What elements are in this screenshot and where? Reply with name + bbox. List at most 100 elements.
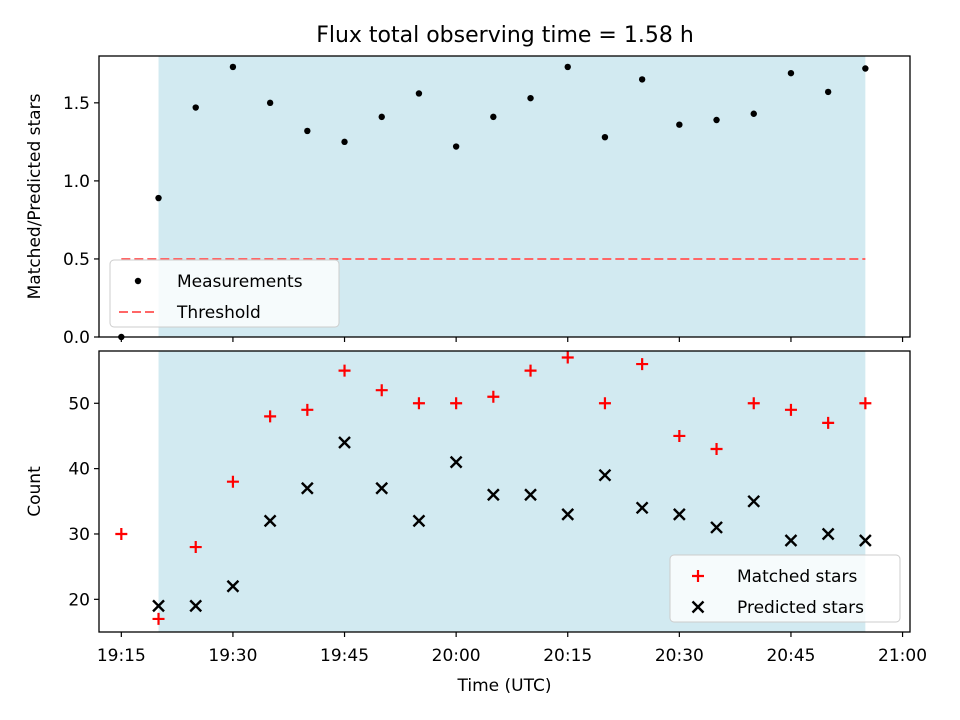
data-point <box>821 527 835 541</box>
legend-marker <box>692 570 704 582</box>
y-tick-label: 0.0 <box>63 328 90 348</box>
data-point <box>824 88 832 96</box>
data-point <box>264 410 277 423</box>
data-point <box>784 403 797 416</box>
data-point <box>862 65 869 72</box>
data-point <box>226 475 239 488</box>
x-tick-label: 20:00 <box>432 646 481 666</box>
data-point <box>189 599 203 613</box>
x-tick-label: 20:45 <box>766 646 815 666</box>
data-point <box>787 69 795 77</box>
data-point <box>561 351 574 364</box>
data-point <box>263 514 277 528</box>
y-tick-label: 30 <box>68 525 90 545</box>
x-tick-label: 21:00 <box>878 646 927 666</box>
axes-frame <box>98 350 911 633</box>
data-point <box>601 133 609 141</box>
data-point <box>192 104 199 111</box>
data-point <box>155 194 162 202</box>
data-point <box>378 113 385 121</box>
data-point <box>561 508 575 521</box>
data-point <box>412 397 425 410</box>
data-point <box>486 488 500 502</box>
data-point <box>636 358 649 371</box>
data-point <box>338 364 351 377</box>
y-tick-label: 1.5 <box>63 94 90 114</box>
data-point <box>822 416 835 429</box>
data-point <box>747 397 760 410</box>
data-point <box>301 403 314 416</box>
data-point <box>784 534 798 547</box>
data-point <box>524 488 537 502</box>
legend: Matched stars Predicted stars <box>669 554 901 623</box>
data-point <box>189 541 202 554</box>
data-point <box>638 76 646 83</box>
legend-label: Measurements <box>177 272 303 292</box>
data-point <box>747 494 761 508</box>
legend-box <box>109 259 340 328</box>
y-axis-label: Count <box>25 466 45 517</box>
series-layer <box>115 351 872 625</box>
data-point <box>713 116 720 124</box>
data-point <box>449 455 463 469</box>
data-point <box>450 397 463 410</box>
data-point <box>598 397 611 410</box>
data-point <box>375 384 388 397</box>
ratio-panel: 0.0 0.5 1.0 1.5 Matched/Predicted stars Measu… <box>25 55 911 348</box>
legend-label: Predicted stars <box>737 598 864 618</box>
data-point <box>490 113 497 121</box>
legend-label: Threshold <box>176 303 261 323</box>
data-point <box>338 436 351 449</box>
y-tick-label: 50 <box>68 394 90 414</box>
data-point <box>115 527 128 540</box>
data-point <box>226 579 240 593</box>
data-point <box>487 390 500 403</box>
data-point <box>266 99 274 107</box>
x-tick-label: 20:30 <box>655 646 704 666</box>
data-point <box>635 501 649 515</box>
data-point <box>598 468 612 482</box>
x-tick-label: 19:30 <box>208 646 257 666</box>
data-point <box>152 599 165 613</box>
data-point <box>710 443 723 456</box>
data-point <box>676 121 683 128</box>
axes-frame <box>98 55 911 338</box>
data-point <box>859 534 872 547</box>
x-tick-label: 20:15 <box>543 646 592 666</box>
series-measurements <box>118 63 869 340</box>
y-tick-label: 0.5 <box>63 250 90 270</box>
data-point <box>300 481 314 495</box>
chart-title: Flux total observing time = 1.58 h <box>316 23 694 48</box>
data-point <box>527 94 534 102</box>
data-point <box>341 138 348 146</box>
legend-box <box>669 554 901 623</box>
data-point <box>152 612 165 625</box>
series-predicted-stars <box>152 436 872 613</box>
data-point <box>524 364 537 377</box>
data-point <box>415 90 423 97</box>
x-axis-label: Time (UTC) <box>457 676 552 696</box>
y-tick-label: 20 <box>68 590 90 610</box>
data-point <box>304 127 311 135</box>
data-point <box>673 508 686 521</box>
data-point <box>229 63 237 71</box>
data-point <box>710 521 723 534</box>
series-layer <box>118 63 869 340</box>
data-point <box>564 63 571 71</box>
data-point <box>859 397 872 410</box>
data-point <box>673 429 686 442</box>
series-matched-stars <box>115 351 872 625</box>
legend-marker <box>134 277 142 285</box>
x-tick-label: 19:15 <box>97 646 146 666</box>
data-point <box>412 514 426 528</box>
y-tick-label: 40 <box>68 460 90 480</box>
data-point <box>375 481 389 495</box>
legend-marker <box>691 600 705 614</box>
y-axis-label: Matched/Predicted stars <box>25 93 45 299</box>
data-point <box>452 143 460 150</box>
data-point <box>750 110 757 117</box>
x-tick-label: 19:45 <box>320 646 369 666</box>
y-tick-label: 1.0 <box>63 172 90 192</box>
legend-label: Matched stars <box>737 567 857 587</box>
